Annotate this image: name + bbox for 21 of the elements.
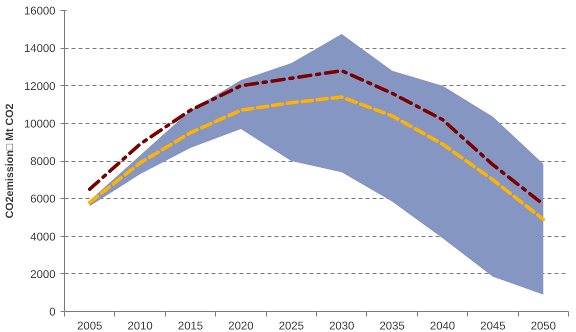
x-tick-label: 2015 [178,320,204,332]
y-tick-label: 16000 [24,6,56,18]
y-tick-label: 12000 [24,80,56,93]
x-tick-label: 2005 [77,320,102,332]
x-tick-label: 2045 [480,320,506,332]
x-tick-label: 2050 [530,320,556,332]
y-tick-label: 0 [49,306,56,318]
x-tick-label: 2020 [228,320,254,332]
y-tick-label: 2000 [30,268,56,281]
y-tick-label: 8000 [30,156,56,168]
x-tick-label: 2025 [278,320,304,332]
x-tick-label: 2010 [128,320,153,332]
y-tick-label: 6000 [30,194,56,206]
x-tick-label: 2030 [329,320,354,332]
x-tick-label: 2035 [380,320,405,332]
y-axis-title: CO2emission□ Mt CO2 [4,104,16,218]
y-tick-label: 10000 [24,118,56,130]
y-tick-label: 14000 [24,43,56,56]
x-tick-label: 2040 [430,320,456,332]
y-tick-label: 4000 [30,231,56,244]
line-series [88,95,546,222]
